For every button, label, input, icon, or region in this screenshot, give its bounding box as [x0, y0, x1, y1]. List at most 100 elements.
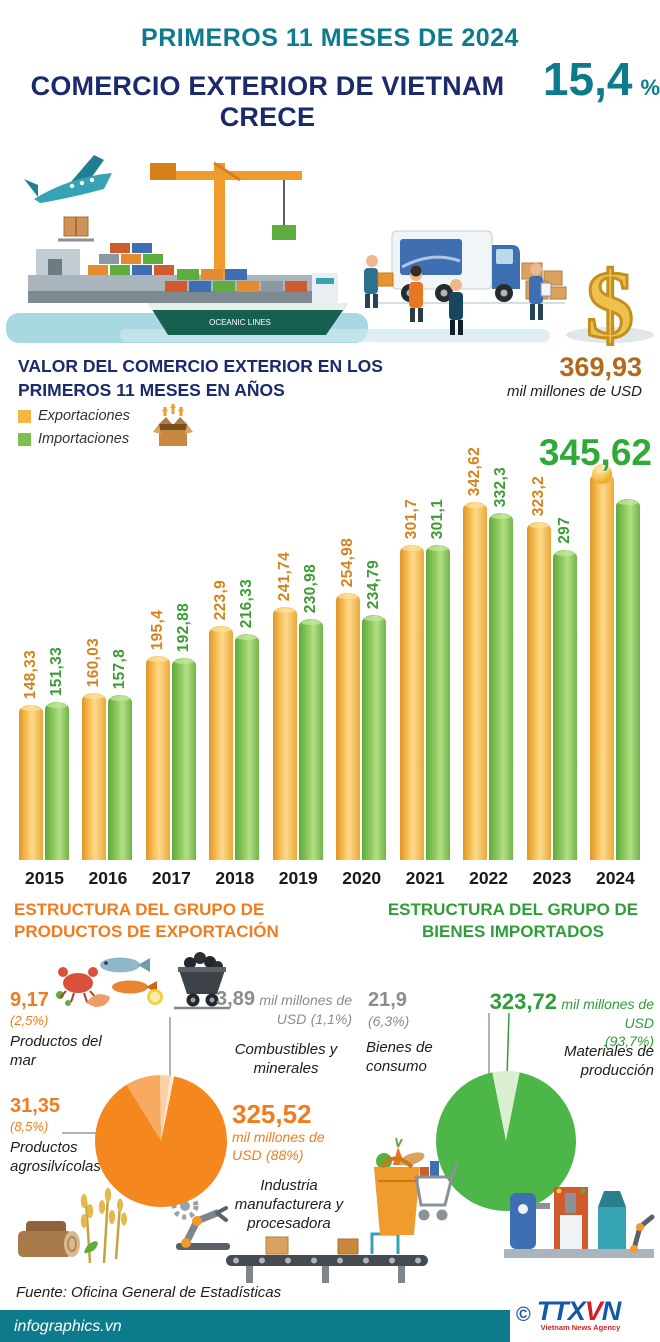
bar-chart: 148,33 151,33 160,03 157,8 195,4 192,88 223,9 2…	[0, 447, 660, 889]
bar-exportaciones-2023: 323,2	[526, 476, 551, 861]
bar-importaciones-2017: 192,88	[171, 603, 196, 861]
bar-value-label: 148,33	[22, 650, 39, 700]
wood-wheat-icon	[18, 1188, 127, 1264]
export-industry-value-block: 325,52 mil millones de USD (88%)	[232, 1099, 354, 1164]
export-2024-value-block: 369,93 mil millones de USD	[506, 353, 642, 401]
import-materials-value: 323,72	[489, 989, 557, 1015]
bar-value-label: 342,62	[466, 447, 484, 497]
bar-group-2022: 342,62 332,3	[458, 447, 519, 861]
seafood-icon	[56, 957, 163, 1008]
crane-icon	[150, 161, 302, 277]
bar-group-2019: 241,74 230,98	[268, 468, 329, 861]
ttxvn-logo-subtitle: Vietnam News Agency	[540, 1323, 621, 1332]
import-color-swatch	[18, 432, 31, 446]
bar-exportaciones-2024	[589, 464, 614, 861]
bar-value-label: 332,3	[492, 466, 510, 508]
bar-value-label: 192,88	[174, 603, 192, 653]
bar-importaciones-2018: 216,33	[235, 579, 260, 861]
year-label-2018: 2018	[215, 868, 255, 889]
bar-exportaciones-2021: 301,7	[399, 499, 424, 861]
chart-legend: Exportaciones Importaciones	[18, 404, 642, 447]
conveyor-belt-icon	[226, 1232, 428, 1284]
site-name: infographics.vn	[14, 1318, 122, 1335]
bar-value-label: 151,33	[48, 647, 65, 697]
year-label-2021: 2021	[405, 868, 445, 889]
legend-export-label: Exportaciones	[38, 408, 130, 425]
bar-importaciones-2021: 301,1	[425, 499, 450, 861]
export-industry-value: 325,52	[232, 1099, 312, 1130]
import-2024-value: 345,62	[538, 432, 652, 474]
robot-arm-icon	[171, 1192, 230, 1251]
bar-group-2016: 160,03 157,8	[77, 468, 138, 861]
bar-value-label: 241,74	[275, 552, 293, 602]
bar-value-label: 160,03	[85, 638, 103, 688]
bar-value-label: 301,7	[402, 498, 420, 540]
year-label-2024: 2024	[595, 868, 635, 889]
import-materials-value-block: 323,72 mil millones de USD (93,7%)	[478, 989, 654, 1049]
cargo-ship-icon: OCEANIC LINES	[148, 269, 348, 335]
export-fuels-value: 3,89	[216, 988, 255, 1011]
bar-group-2015: 148,33 151,33	[14, 468, 75, 861]
trade-illustration: OCEANIC LINES	[6, 155, 654, 347]
legend-importaciones: Importaciones	[18, 431, 642, 447]
export-agro-label: Productos agrosilvícolas	[10, 1139, 101, 1175]
agency-logo: © TTXVN Vietnam News Agency	[510, 1288, 660, 1342]
bar-group-2024	[585, 464, 646, 861]
source-note: Fuente: Oficina General de Estadísticas	[16, 1284, 282, 1301]
year-label-2016: 2016	[88, 868, 128, 889]
export-industry-pct: (88%)	[266, 1146, 304, 1163]
container-stacks-icon	[88, 243, 174, 275]
bar-value-label: 157,8	[111, 648, 129, 690]
export-industry-unit: mil millones de USD	[232, 1128, 325, 1163]
year-label-2017: 2017	[151, 868, 191, 889]
main-title-text: COMERCIO EXTERIOR DE VIETNAM CRECE	[30, 71, 505, 132]
export-section-title: ESTRUCTURA DEL GRUPO DE PRODUCTOS DE EXP…	[14, 900, 279, 942]
growth-value: 15,4	[542, 53, 633, 105]
import-materials-label: Materiales de producción	[563, 1043, 654, 1079]
cargo-plane-icon	[24, 155, 112, 242]
bar-importaciones-2016: 157,8	[108, 649, 133, 861]
chart-title: VALOR DEL COMERCIO EXTERIOR EN LOS PRIME…	[18, 355, 383, 402]
bar-chart-plot: 148,33 151,33 160,03 157,8 195,4 192,88 223,9 2…	[10, 447, 650, 861]
year-label-2019: 2019	[278, 868, 318, 889]
growth-unit: %	[640, 75, 660, 100]
bar-group-2017: 195,4 192,88	[141, 468, 202, 861]
bar-value-label: 254,98	[339, 538, 357, 588]
ttxvn-logo: TTXVN	[536, 1296, 621, 1326]
bar-value-label: 234,79	[365, 560, 383, 610]
export-seafood-value: 9,17	[10, 989, 49, 1012]
export-2024-unit: mil millones de USD	[506, 383, 642, 401]
bar-exportaciones-2019: 241,74	[272, 552, 297, 861]
export-fuels-value-block: 3,89 mil millones de USD (1,1%)	[212, 988, 352, 1029]
bar-value-label: 230,98	[301, 564, 319, 614]
main-title: COMERCIO EXTERIOR DE VIETNAM CRECE 15,4 …	[0, 53, 660, 133]
export-seafood-pct: (2,5%)	[10, 1013, 49, 1029]
bar-group-2020: 254,98 234,79	[331, 468, 392, 861]
import-section-title: ESTRUCTURA DEL GRUPO DE BIENES IMPORTADO…	[387, 900, 639, 942]
structure-section: ESTRUCTURA DEL GRUPO DE PRODUCTOS DE EXP…	[0, 893, 660, 1289]
bar-exportaciones-2015: 148,33	[19, 650, 43, 861]
export-fuels-unit: mil millones de USD	[259, 992, 352, 1028]
export-fuels-pct: (1,1%)	[310, 1011, 352, 1028]
chart-title-line1: VALOR DEL COMERCIO EXTERIOR EN LOS	[18, 356, 383, 376]
year-label-2023: 2023	[532, 868, 572, 889]
bar-importaciones-2022: 332,3	[489, 467, 514, 861]
year-label-2015: 2015	[25, 868, 64, 889]
export-color-swatch	[18, 409, 31, 423]
bar-importaciones-2019: 230,98	[298, 564, 323, 861]
import-consumer-pct: (6,3%)	[368, 1013, 410, 1030]
chart-header: VALOR DEL COMERCIO EXTERIOR EN LOS PRIME…	[0, 347, 660, 402]
bar-exportaciones-2018: 223,9	[209, 580, 234, 861]
chart-title-line2: PRIMEROS 11 MESES EN AÑOS	[18, 379, 285, 400]
bar-importaciones-2015: 151,33	[45, 647, 69, 861]
import-materials-unit: mil millones de USD	[561, 996, 654, 1032]
bar-chart-xaxis: 2015 2016 2017 2018 2019 2020 2021 2022 2023 2024	[10, 868, 650, 889]
year-label-2020: 2020	[342, 868, 382, 889]
svg-text:$: $	[586, 251, 634, 347]
dollar-icon: $	[566, 250, 654, 347]
copyright-mark: ©	[516, 1303, 531, 1326]
export-seafood-label: Productos del mar	[10, 1033, 102, 1069]
bar-exportaciones-2016: 160,03	[82, 638, 107, 861]
gold-ball-icon	[591, 464, 612, 485]
coal-cart-icon	[174, 952, 230, 1010]
